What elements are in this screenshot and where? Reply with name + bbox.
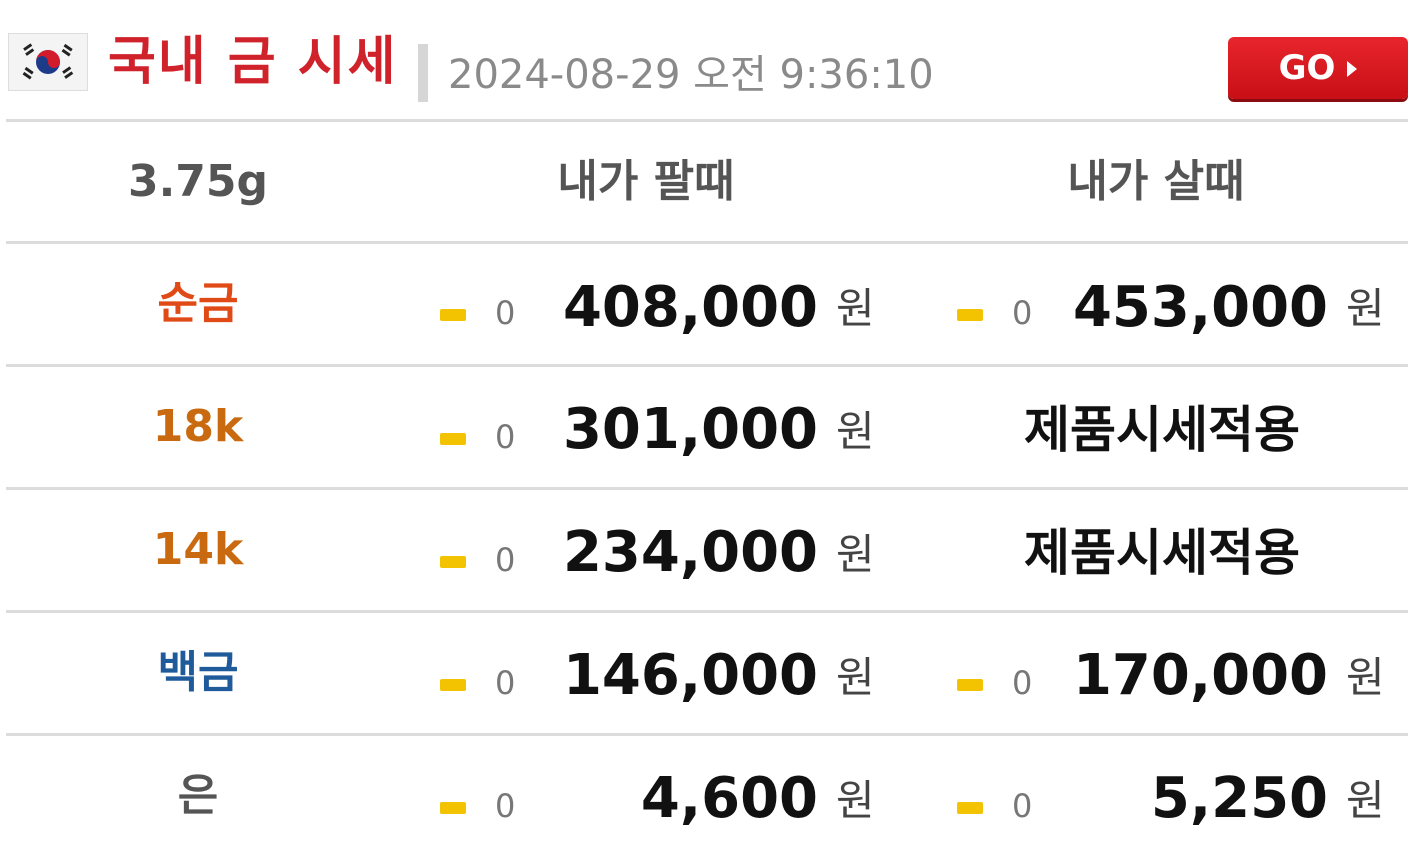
table-row: 은 0 4,600 원 0 5,250 원 [6, 736, 1408, 856]
table-row: 순금 0 408,000 원 0 453,000 원 [6, 244, 1408, 364]
sell-currency: 원 [836, 776, 875, 825]
divider [6, 610, 1408, 613]
sell-currency: 원 [836, 407, 875, 456]
timestamp: 2024-08-29 오전 9:36:10 [448, 52, 934, 98]
buy-currency: 원 [1346, 653, 1385, 702]
table-row: 14k 0 234,000 원 제품시세적용 [6, 490, 1408, 610]
divider [6, 733, 1408, 736]
play-arrow-icon [1347, 61, 1358, 77]
sell-currency: 원 [836, 530, 875, 579]
title-divider [418, 44, 428, 102]
change-flat-icon [440, 309, 466, 321]
divider [6, 241, 1408, 244]
table-row: 18k 0 301,000 원 제품시세적용 [6, 367, 1408, 487]
change-flat-icon [440, 433, 466, 445]
sell-change: 0 [495, 294, 516, 332]
table-row: 백금 0 146,000 원 0 170,000 원 [6, 613, 1408, 733]
sell-currency: 원 [836, 653, 875, 702]
sell-price: 4,600 [640, 766, 818, 831]
buy-change: 0 [1012, 294, 1033, 332]
divider [6, 487, 1408, 490]
unit-header: 3.75g [127, 156, 269, 207]
table-header-row: 3.75g 내가 팔때 내가 살때 [6, 122, 1408, 242]
buy-change: 0 [1012, 787, 1033, 825]
change-flat-icon [957, 802, 983, 814]
divider [6, 364, 1408, 367]
sell-change: 0 [495, 418, 516, 456]
go-button-label: GO [1278, 48, 1336, 88]
sell-header: 내가 팔때 [557, 156, 735, 207]
buy-product-note: 제품시세적용 [1024, 524, 1300, 582]
row-label: 백금 [157, 647, 239, 698]
change-flat-icon [957, 679, 983, 691]
buy-header: 내가 살때 [1067, 156, 1245, 207]
header: 국내 금 시세 2024-08-29 오전 9:36:10 GO [0, 0, 1411, 120]
buy-product-note: 제품시세적용 [1024, 401, 1300, 459]
buy-price: 5,250 [1150, 766, 1328, 831]
sell-price: 234,000 [562, 520, 818, 585]
change-flat-icon [440, 556, 466, 568]
sell-change: 0 [495, 664, 516, 702]
row-label: 14k [152, 524, 244, 575]
south-korea-flag-icon [8, 33, 88, 91]
sell-price: 146,000 [562, 643, 818, 708]
sell-price: 408,000 [562, 275, 818, 340]
buy-change: 0 [1012, 664, 1033, 702]
sell-change: 0 [495, 541, 516, 579]
change-flat-icon [957, 309, 983, 321]
row-label: 18k [152, 401, 244, 452]
page-title: 국내 금 시세 [108, 32, 398, 92]
go-button[interactable]: GO [1228, 37, 1408, 99]
sell-currency: 원 [836, 284, 875, 333]
row-label: 은 [177, 770, 219, 821]
change-flat-icon [440, 679, 466, 691]
row-label: 순금 [157, 278, 239, 329]
sell-price: 301,000 [562, 397, 818, 462]
buy-price: 170,000 [1072, 643, 1328, 708]
change-flat-icon [440, 802, 466, 814]
buy-price: 453,000 [1072, 275, 1328, 340]
buy-currency: 원 [1346, 776, 1385, 825]
sell-change: 0 [495, 787, 516, 825]
buy-currency: 원 [1346, 284, 1385, 333]
divider [6, 119, 1408, 122]
